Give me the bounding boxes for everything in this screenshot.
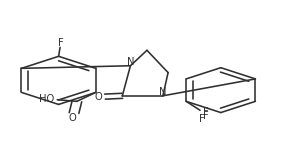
Text: F: F	[199, 114, 204, 124]
Text: O: O	[95, 92, 102, 102]
Text: F: F	[58, 38, 63, 48]
Text: N: N	[127, 57, 134, 67]
Text: HO: HO	[40, 94, 55, 104]
Text: N: N	[159, 87, 167, 97]
Text: F: F	[203, 107, 209, 117]
Text: O: O	[69, 113, 77, 123]
Text: F: F	[203, 112, 209, 122]
